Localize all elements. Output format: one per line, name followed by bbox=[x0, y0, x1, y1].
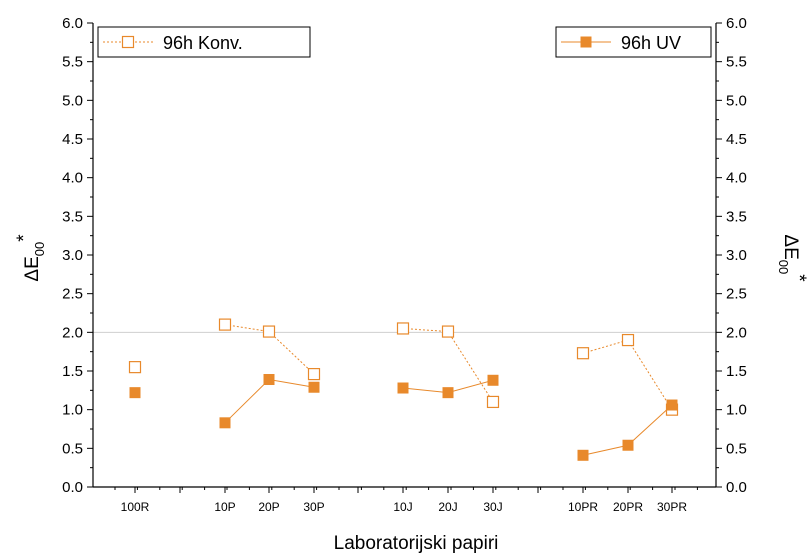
y-tick-label-left: 0.0 bbox=[62, 479, 83, 496]
y-tick-label-right: 2.5 bbox=[726, 286, 747, 303]
y-tick-label-right: 0.0 bbox=[726, 479, 747, 496]
y-axis-title-right-main: ΔE bbox=[780, 234, 801, 259]
x-tick-label: 30PR bbox=[657, 500, 687, 514]
marker-uv bbox=[219, 417, 231, 429]
y-tick-label-left: 5.0 bbox=[62, 92, 83, 109]
y-tick-label-left: 1.0 bbox=[62, 402, 83, 419]
y-axis-title-left-sub: 00 bbox=[32, 242, 47, 256]
marker-uv bbox=[442, 387, 454, 399]
x-tick-label: 20PR bbox=[613, 500, 643, 514]
marker-uv bbox=[308, 381, 320, 393]
y-tick-label-right: 1.0 bbox=[726, 402, 747, 419]
y-axis-title-right-sub: 00 bbox=[776, 260, 791, 274]
marker-konv bbox=[621, 333, 635, 347]
marker-uv bbox=[263, 374, 275, 386]
marker-konv bbox=[307, 367, 321, 381]
legend-marker-uv bbox=[580, 36, 592, 48]
y-tick-label-right: 0.5 bbox=[726, 440, 747, 457]
y-tick-label-right: 4.0 bbox=[726, 170, 747, 187]
marker-konv bbox=[576, 347, 590, 360]
legend-layer: 96h Konv. 96h UV bbox=[97, 26, 712, 58]
y-tick-label-left: 2.0 bbox=[62, 324, 83, 341]
x-tick-label: 10P bbox=[214, 500, 235, 514]
legend-label-konv: 96h Konv. bbox=[163, 33, 243, 53]
y-tick-label-left: 5.5 bbox=[62, 54, 83, 71]
y-tick-label-left: 2.5 bbox=[62, 286, 83, 303]
x-tick-label: 10PR bbox=[568, 500, 598, 514]
y-tick-label-left: 4.5 bbox=[62, 131, 83, 148]
y-tick-label-left: 6.0 bbox=[62, 15, 83, 32]
legend-marker-konv bbox=[121, 35, 135, 49]
y-tick-label-left: 3.0 bbox=[62, 247, 83, 264]
marker-konv bbox=[486, 395, 500, 409]
marker-uv bbox=[577, 449, 589, 461]
y-tick-label-left: 3.5 bbox=[62, 208, 83, 225]
y-axis-title-right-sup: * bbox=[788, 274, 809, 282]
marker-uv bbox=[487, 374, 499, 386]
x-tick-label: 100R bbox=[121, 500, 150, 514]
series-line-uv bbox=[224, 378, 315, 424]
y-tick-label-right: 6.0 bbox=[726, 15, 747, 32]
y-tick-label-left: 4.0 bbox=[62, 170, 83, 187]
y-tick-label-right: 2.0 bbox=[726, 324, 747, 341]
series-line-konv bbox=[582, 339, 673, 410]
y-axis-title-right: ΔE00* bbox=[776, 234, 809, 282]
y-tick-label-right: 1.5 bbox=[726, 363, 747, 380]
x-tick-label: 20J bbox=[438, 500, 457, 514]
y-axis-title-left-main: ΔE bbox=[22, 256, 43, 281]
x-tick-label: 10J bbox=[393, 500, 412, 514]
y-axis-title-left-sup: * bbox=[14, 234, 35, 242]
marker-konv bbox=[218, 318, 232, 331]
x-tick-label: 30J bbox=[483, 500, 502, 514]
y-tick-label-right: 5.5 bbox=[726, 54, 747, 71]
marker-uv bbox=[622, 439, 634, 451]
markers-layer bbox=[128, 318, 679, 461]
y-tick-label-left: 0.5 bbox=[62, 440, 83, 457]
marker-uv bbox=[397, 382, 409, 394]
y-tick-label-right: 3.5 bbox=[726, 208, 747, 225]
marker-uv bbox=[666, 399, 678, 411]
marker-konv bbox=[396, 322, 410, 335]
marker-uv bbox=[129, 387, 141, 399]
legend-label-uv: 96h UV bbox=[621, 33, 681, 53]
ticks-layer: 0.0 0.0 0.5 0.5 1.0 1.0 1.5 1.5 2.0 2.0 2.5 2.5 3.0 3… bbox=[62, 15, 747, 514]
y-tick-label-left: 1.5 bbox=[62, 363, 83, 380]
marker-konv bbox=[128, 361, 142, 374]
marker-konv bbox=[262, 325, 276, 338]
x-tick-label: 20P bbox=[258, 500, 279, 514]
axes-layer bbox=[92, 23, 717, 488]
y-tick-label-right: 4.5 bbox=[726, 131, 747, 148]
y-axis-title-left: ΔE00* bbox=[14, 234, 47, 282]
x-tick-label: 30P bbox=[303, 500, 324, 514]
marker-konv bbox=[441, 325, 455, 338]
x-axis-title: Laboratorijski papiri bbox=[334, 533, 499, 554]
y-tick-label-right: 3.0 bbox=[726, 247, 747, 264]
y-tick-label-right: 5.0 bbox=[726, 92, 747, 109]
